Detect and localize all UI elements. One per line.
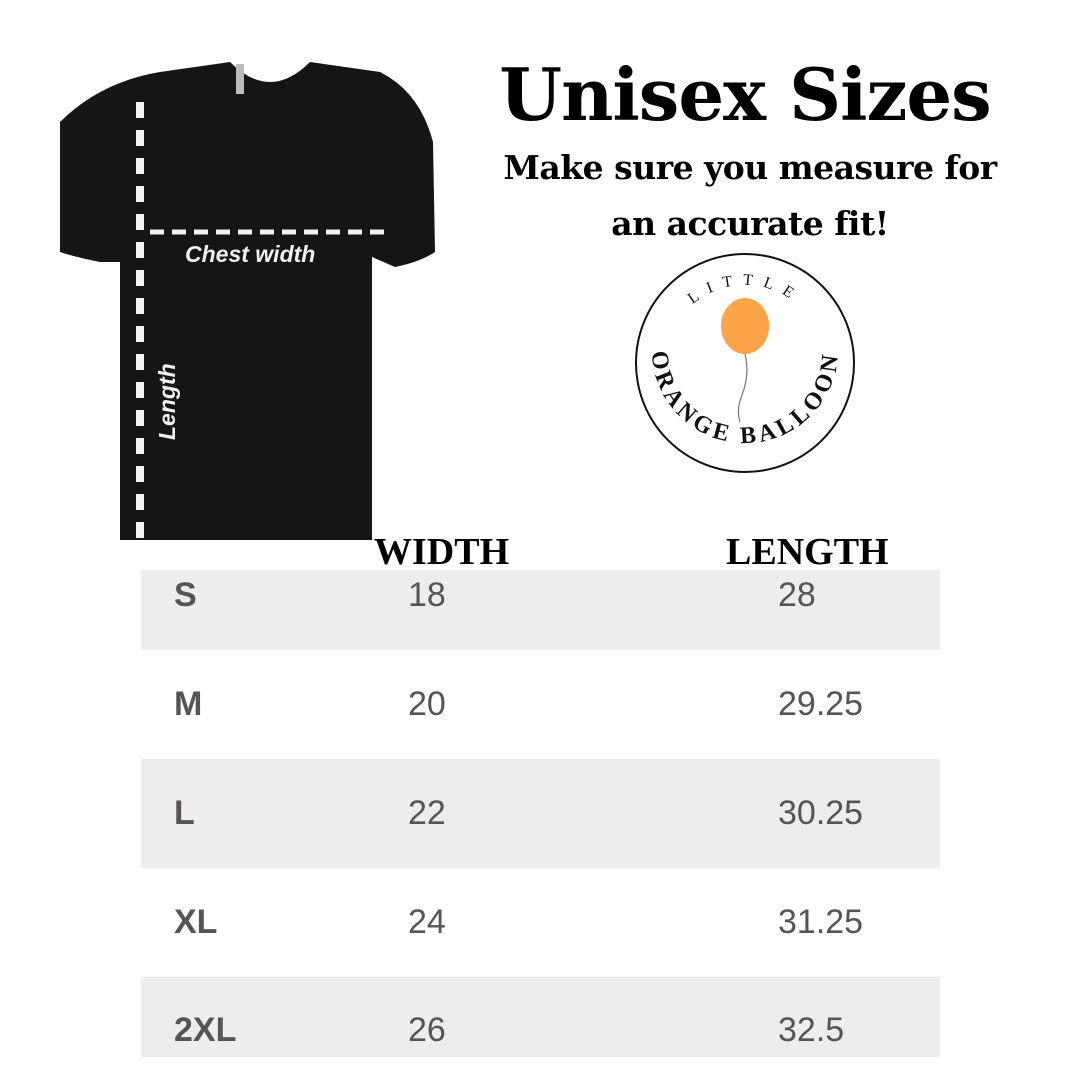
width-cell: 20 xyxy=(408,685,446,723)
width-cell: 22 xyxy=(408,794,446,832)
header-width: WIDTH xyxy=(374,531,510,573)
header-length: LENGTH xyxy=(726,531,889,573)
width-cell: 18 xyxy=(408,576,446,614)
balloon-icon xyxy=(721,298,769,354)
table-row: XL 24 31.25 xyxy=(141,868,940,977)
subtitle-line-1: Make sure you measure for xyxy=(503,148,997,187)
length-cell: 31.25 xyxy=(778,903,864,941)
size-cell: S xyxy=(174,576,197,614)
size-cell: 2XL xyxy=(174,1011,237,1049)
subtitle-line-2: an accurate fit! xyxy=(611,204,889,243)
subtitle: Make sure you measure for an accurate fi… xyxy=(470,140,1030,252)
table-row: 2XL 26 32.5 xyxy=(141,977,940,1057)
width-cell: 26 xyxy=(408,1011,446,1049)
table-row: S 18 28 xyxy=(141,570,940,650)
length-cell: 29.25 xyxy=(778,685,864,723)
size-cell: M xyxy=(174,685,203,723)
size-cell: L xyxy=(174,794,195,832)
brand-logo: LITTLE ORANGE BALLOON xyxy=(635,253,855,473)
table-row: L 22 30.25 xyxy=(141,759,940,868)
page-title: Unisex Sizes xyxy=(499,52,991,137)
length-cell: 32.5 xyxy=(778,1011,845,1049)
size-cell: XL xyxy=(174,903,218,941)
tshirt-image: Chest width Length xyxy=(60,62,435,540)
chest-width-label: Chest width xyxy=(185,241,315,267)
length-cell: 28 xyxy=(778,576,816,614)
width-cell: 24 xyxy=(408,903,446,941)
length-cell: 30.25 xyxy=(778,794,864,832)
size-table: S 18 28 M 20 29.25 L 22 30.25 XL 24 31.2… xyxy=(141,570,940,1057)
table-row: M 20 29.25 xyxy=(141,650,940,759)
length-label: Length xyxy=(154,363,180,440)
